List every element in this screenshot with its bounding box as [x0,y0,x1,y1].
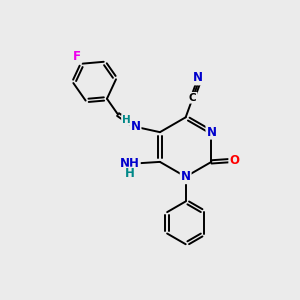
Text: F: F [73,50,81,63]
Text: NH: NH [120,157,140,170]
Text: H: H [125,167,135,180]
Text: N: N [206,126,216,139]
Text: N: N [130,120,141,133]
Text: H: H [122,115,131,125]
Text: N: N [194,71,203,84]
Text: C: C [189,93,196,103]
Text: O: O [229,154,239,167]
Text: N: N [181,170,191,183]
